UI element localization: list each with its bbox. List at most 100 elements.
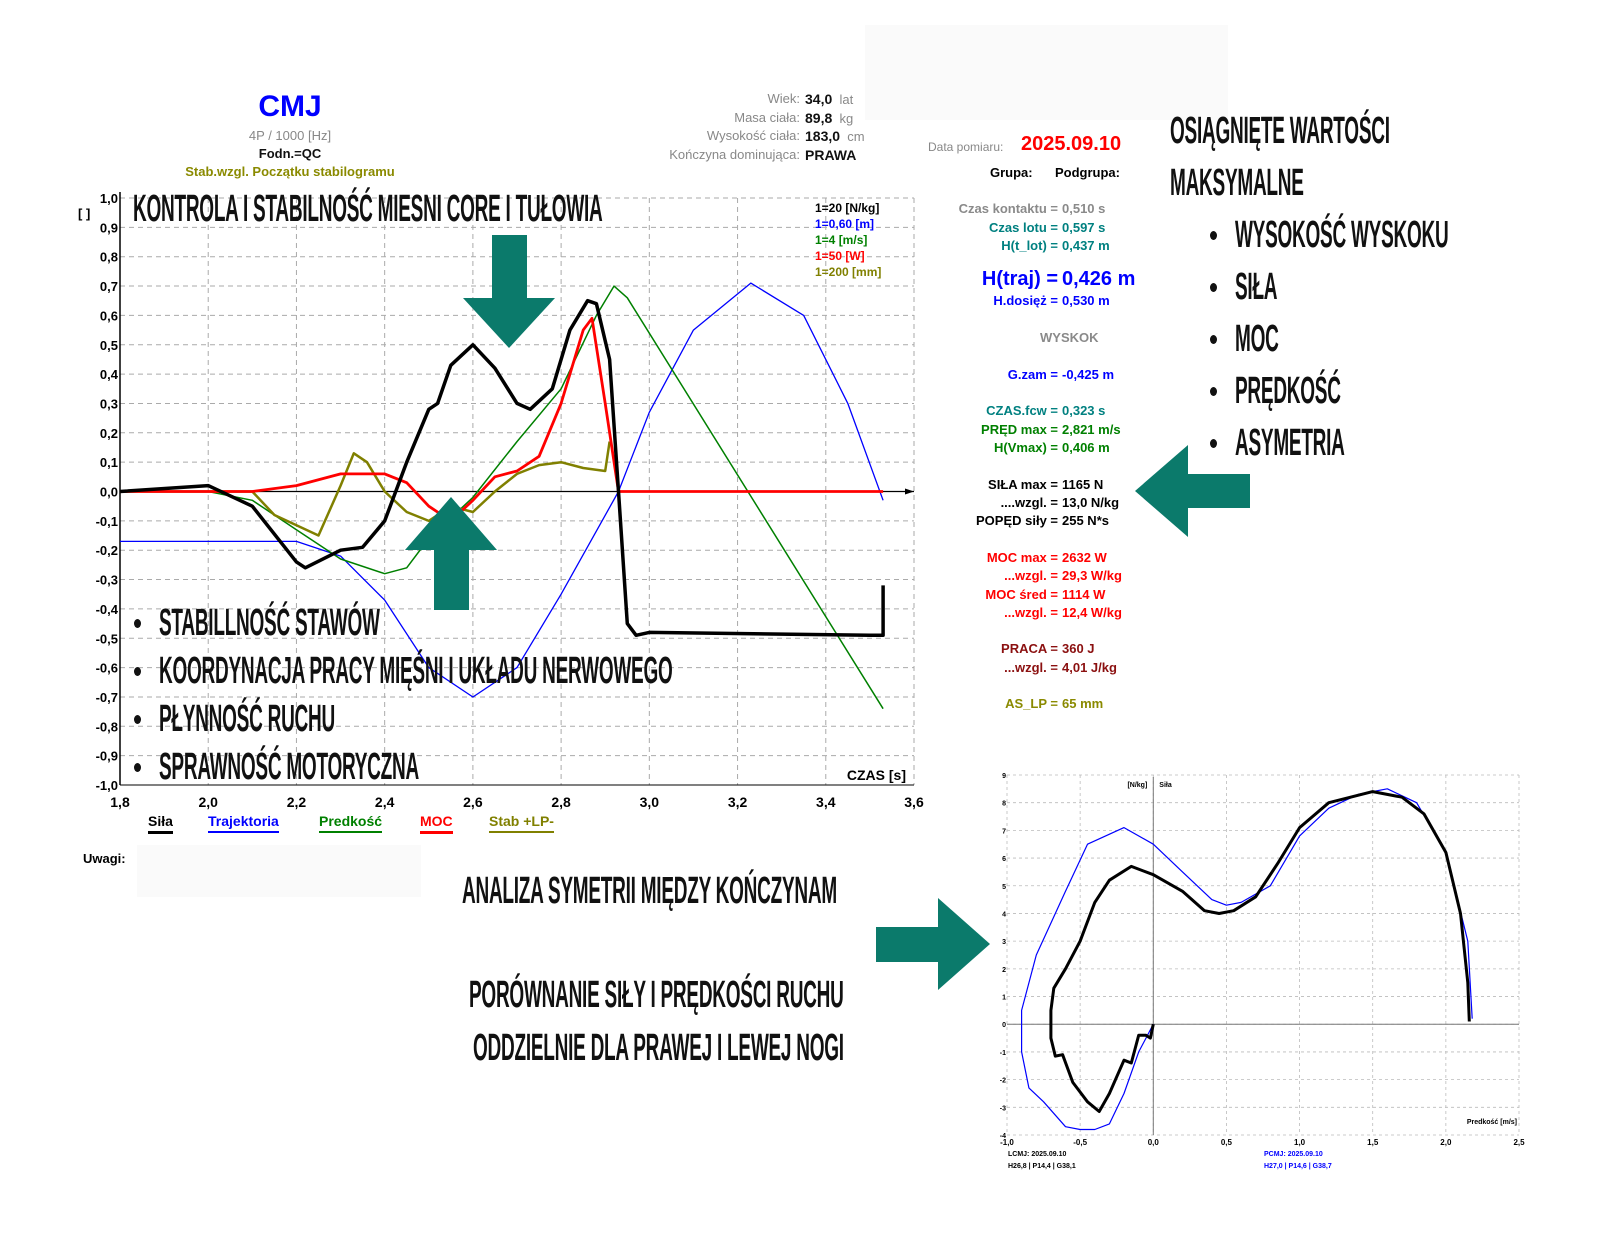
y-axis-unit: [N/kg] — [1127, 782, 1147, 789]
stat-label: ...wzgl. = — [1004, 660, 1058, 676]
stat-value: 0,323 s — [1062, 403, 1106, 419]
y-tick-label: 0,4 — [100, 367, 119, 382]
y-axis-title: Siła — [1159, 782, 1172, 789]
y-tick-label: 0,8 — [100, 250, 118, 265]
person-label: Wysokość ciała: — [706, 128, 800, 143]
x-tick-label: 3,2 — [728, 794, 748, 810]
x-tick-label: 1,8 — [110, 794, 130, 810]
legend-trajektoria[interactable]: Trajektoria — [208, 813, 279, 833]
stat-value: 29,3 W/kg — [1062, 568, 1122, 584]
stat-value: 360 J — [1062, 641, 1095, 657]
benefit-item: PŁYNNOŚĆ RUCHU — [134, 698, 335, 740]
scale-label: 1=50 [W] — [815, 249, 865, 263]
person-row: Wysokość ciała: — [707, 128, 800, 143]
benefit-item: STABILLNOŚĆ STAWÓW — [133, 602, 380, 644]
stat-label: MOC śred = — [985, 587, 1058, 603]
stat-value: 0,426 m — [1062, 268, 1136, 290]
person-value: 89,8 — [805, 109, 833, 126]
stat-label: H(traj) = — [981, 268, 1058, 290]
stat-label: PRĘD max = — [981, 422, 1058, 438]
x-tick-label: 0,5 — [1221, 1138, 1233, 1147]
stat-label: Czas kontaktu = — [958, 201, 1058, 217]
max-item: SIŁA — [1210, 266, 1278, 308]
y-tick-label: 0,7 — [100, 279, 118, 294]
x-tick-label: 2,8 — [551, 794, 571, 810]
y-tick-label: -4 — [1000, 1133, 1006, 1140]
x-axis-label: CZAS [s] — [847, 767, 906, 783]
person-unit: lat — [839, 92, 854, 107]
legend-stab[interactable]: Stab +LP- — [489, 813, 554, 833]
y-tick-label: 1 — [1002, 995, 1006, 1002]
stat-value: 13,0 N/kg — [1062, 495, 1120, 511]
series-line-pcmj — [1021, 788, 1473, 1131]
stab-info: Stab.wzgl. Początku stabilogramu — [185, 164, 395, 179]
stat-label: CZAS.fcw = — [986, 403, 1058, 419]
y-tick-label: -3 — [1000, 1105, 1006, 1112]
person-value-row: PRAWA — [805, 147, 864, 163]
x-tick-label: 2,0 — [1440, 1138, 1452, 1147]
y-tick-label: -0,6 — [96, 661, 118, 676]
headline-max-title-1: OSIĄGNIĘTE WARTOŚCI — [1170, 110, 1390, 152]
max-item: WYSOKOŚĆ WYSKOKU — [1210, 214, 1449, 256]
person-label: Wiek: — [767, 91, 801, 106]
y-tick-label: 0,5 — [100, 338, 118, 353]
legend-moc[interactable]: MOC — [420, 813, 453, 834]
stat-value: 0,530 m — [1062, 293, 1110, 309]
series-line-stab-lp- — [120, 441, 611, 537]
x-tick-label: 3,0 — [640, 794, 660, 810]
person-value-row: 34,0 lat — [805, 91, 853, 107]
legend-sila[interactable]: Siła — [148, 813, 173, 834]
person-value: 34,0 — [805, 91, 833, 107]
y-tick-label: -0,9 — [96, 749, 118, 764]
person-row: Wiek: — [768, 91, 801, 106]
x-tick-label: 2,2 — [287, 794, 307, 810]
y-tick-label: 0 — [1002, 1022, 1006, 1029]
test-title: CMJ — [258, 90, 322, 123]
y-tick-label: 3 — [1002, 939, 1006, 946]
y-tick-label: 0,3 — [100, 396, 118, 411]
section-label: WYSKOK — [1040, 330, 1099, 346]
scale-label: 1=4 [m/s] — [815, 233, 868, 247]
person-label: Kończyna dominująca: — [669, 146, 800, 162]
stat-label: H.dosięż = — [993, 293, 1058, 309]
y-tick-label: 2 — [1002, 967, 1006, 974]
x-axis-label: Predkość [m/s] — [1467, 1119, 1517, 1126]
legend-predkosc[interactable]: Predkość — [319, 813, 383, 833]
max-item: MOC — [1209, 318, 1279, 360]
stat-label: AS_LP = — [1005, 696, 1058, 712]
scale-label: 1=0,60 [m] — [815, 217, 875, 231]
stat-label: MOC max = — [986, 550, 1058, 566]
stat-label: ...wzgl. = — [1004, 568, 1058, 584]
caption-values: H27,0 | P14,6 | G38,7 — [1264, 1163, 1332, 1170]
stat-value: 255 N*s — [1062, 513, 1109, 529]
y-tick-label: 7 — [1002, 828, 1006, 835]
stat-value: 65 mm — [1062, 696, 1104, 712]
stat-value: -0,425 m — [1062, 367, 1115, 383]
x-tick-label: -0,5 — [1073, 1138, 1087, 1147]
series-line-si-a — [119, 298, 885, 638]
subgroup-label: Podgrupa: — [1055, 165, 1120, 180]
max-item: PRĘDKOŚĆ — [1209, 370, 1341, 412]
y-tick-label: 9 — [1002, 773, 1006, 780]
stat-row: WYSKOK — [1040, 330, 1099, 345]
x-tick-label: -1,0 — [1000, 1138, 1014, 1147]
stat-label: SIŁA max = — [988, 477, 1058, 493]
benefit-item: SPRAWNOŚĆ MOTORYCZNA — [134, 746, 419, 788]
y-axis-label: [ ] — [78, 206, 90, 221]
measurement-date: 2025.09.10 — [1021, 133, 1122, 155]
scale-label: 1=200 [mm] — [815, 265, 882, 279]
caption-title: LCMJ: 2025.09.10 — [1008, 1151, 1066, 1158]
series-line-trajektoria — [120, 282, 884, 698]
stat-value: 0,597 s — [1062, 220, 1106, 236]
stat-label: POPĘD siły = — [975, 513, 1058, 529]
max-item: ASYMETRIA — [1209, 422, 1345, 464]
y-tick-label: -1,0 — [96, 778, 118, 793]
person-value: PRAWA — [805, 146, 857, 163]
stat-value: 2,821 m/s — [1062, 422, 1121, 438]
force-velocity-chart: -1,0 -0,5 0,0 0,5 1,0 1,5 2,0 2,5 9 8 7 6 5 4 3 2 1 0 -1 -2… — [1000, 773, 1525, 1170]
benefit-item: KOORDYNACJA PRACY MIĘŚNI I UKŁADU NERWOW… — [133, 650, 673, 692]
stat-label: G.zam = — [1007, 367, 1058, 383]
stat-value: 0,510 s — [1062, 201, 1106, 217]
y-tick-label: -0,8 — [96, 719, 118, 734]
